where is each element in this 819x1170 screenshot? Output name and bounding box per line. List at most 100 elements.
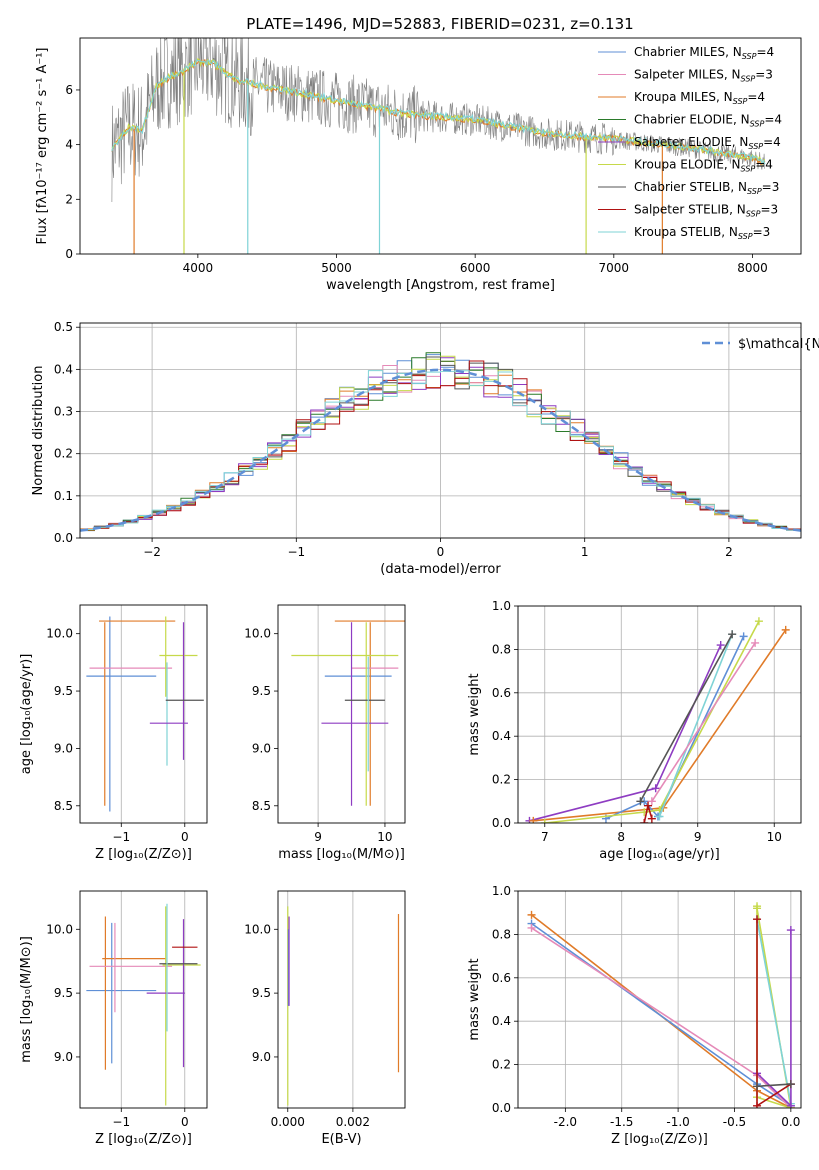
y-tick-label: 0.0	[492, 1101, 511, 1115]
mass-weight-vs-Z-frame	[517, 890, 802, 1109]
mass-vs-Z-plot-area	[86, 891, 201, 1108]
y-tick-label: 0.8	[492, 927, 511, 941]
age-vs-Z-xlabel: Z [log₁₀(Z/Z⊙)]	[95, 847, 192, 862]
legend-entry: Kroupa MILES, NSSP=4	[634, 90, 765, 106]
x-tick-label: 7	[541, 830, 549, 844]
histogram-red	[80, 360, 801, 531]
y-tick-label: 0.8	[492, 642, 511, 656]
mass-weight-vs-age-plot-area	[518, 606, 801, 823]
legend-entry: Salpeter ELODIE, NSSP=4	[634, 135, 781, 151]
residuals-plot-area	[80, 323, 801, 538]
mass-vs-Z-frame	[79, 890, 208, 1109]
series-line-pink	[651, 642, 756, 802]
y-tick-label: 10.0	[46, 627, 73, 641]
y-tick-label: 0.2	[492, 773, 511, 787]
x-tick-label: -1.5	[610, 1115, 633, 1129]
x-tick-label: 6000	[460, 261, 491, 275]
series-marker	[751, 638, 760, 647]
y-tick-label: 9.5	[252, 684, 271, 698]
series-line-orange	[533, 629, 787, 822]
y-tick-label: 1.0	[492, 599, 511, 613]
y-tick-label: 0	[65, 247, 73, 261]
x-tick-label: 9	[694, 830, 702, 844]
series-marker	[716, 641, 725, 650]
x-tick-label: 0.000	[271, 1115, 305, 1129]
x-tick-label: 2	[725, 545, 733, 559]
series-marker	[647, 814, 656, 823]
figure-title: PLATE=1496, MJD=52883, FIBERID=0231, z=0…	[246, 15, 633, 33]
y-tick-label: 10.0	[46, 922, 73, 936]
spectrum-plot-area	[111, 38, 766, 254]
series-marker	[753, 1082, 762, 1091]
legend-entry: Salpeter STELIB, NSSP=3	[634, 203, 778, 219]
x-tick-label: 0.002	[336, 1115, 370, 1129]
y-tick-label: 0.4	[492, 1014, 511, 1028]
y-tick-label: 4	[65, 138, 73, 152]
y-tick-label: 9.0	[54, 741, 73, 755]
mass-weight-vs-age-xlabel: age [log₁₀(age/yr)]	[599, 847, 720, 862]
x-tick-label: -2.0	[554, 1115, 577, 1129]
legend-entry: Kroupa STELIB, NSSP=3	[634, 225, 770, 241]
age-vs-mass-xlabel: mass [log₁₀(M/M⊙)]	[278, 847, 405, 862]
age-vs-Z-plot-area	[86, 605, 204, 823]
series-marker	[540, 819, 549, 823]
y-tick-label: 0.5	[54, 320, 73, 334]
x-tick-label: 0	[181, 830, 189, 844]
x-tick-label: 5000	[321, 261, 352, 275]
x-tick-label: −1	[112, 830, 130, 844]
mass-weight-vs-Z-plot-area	[518, 891, 801, 1108]
y-tick-label: 10.0	[244, 922, 271, 936]
series-marker	[781, 625, 790, 634]
y-tick-label: 9.5	[54, 986, 73, 1000]
legend-entry: Chabrier ELODIE, NSSP=4	[634, 113, 782, 129]
y-tick-label: 0.6	[492, 971, 511, 985]
x-tick-label: 7000	[599, 261, 630, 275]
y-tick-label: 0.3	[54, 405, 73, 419]
series-marker	[728, 630, 737, 639]
y-tick-label: 6	[65, 83, 73, 97]
series-line-lime	[544, 620, 760, 823]
y-tick-label: 1.0	[492, 884, 511, 898]
legend-entry: Chabrier MILES, NSSP=4	[634, 45, 774, 61]
x-tick-label: 10	[377, 830, 392, 844]
y-tick-label: 9.5	[252, 986, 271, 1000]
mass-vs-EBV-frame	[277, 890, 406, 1109]
x-tick-label: 4000	[183, 261, 214, 275]
legend-entry: Kroupa ELODIE, NSSP=4	[634, 158, 773, 174]
y-tick-label: 8.5	[54, 799, 73, 813]
mass-vs-Z-ylabel: mass [log₁₀(M/M⊙)]	[19, 936, 34, 1063]
y-tick-label: 0.1	[54, 489, 73, 503]
x-tick-label: 10	[767, 830, 782, 844]
series-marker	[754, 617, 763, 626]
series-line-blue	[531, 922, 792, 1107]
series-marker	[527, 910, 536, 919]
series-marker	[644, 801, 653, 810]
observed-spectrum	[111, 38, 765, 203]
series-line-gray	[756, 1083, 791, 1088]
series-line-cyan	[658, 633, 733, 817]
age-vs-Z-ylabel: age [log₁₀(age/yr)]	[19, 654, 34, 775]
series-marker	[739, 632, 748, 641]
series-marker	[786, 1101, 795, 1108]
y-tick-label: 8.5	[252, 799, 271, 813]
series-marker	[753, 915, 762, 924]
series-line-orange	[531, 914, 792, 1108]
y-tick-label: 0.4	[54, 362, 73, 376]
mass-weight-vs-Z-xlabel: Z [log₁₀(Z/Z⊙)]	[611, 1132, 708, 1147]
series-marker	[753, 904, 762, 913]
series-marker	[529, 816, 538, 823]
y-tick-label: 9.0	[252, 741, 271, 755]
series-marker	[647, 797, 656, 806]
series-marker	[786, 1080, 795, 1089]
y-tick-label: 0.0	[54, 531, 73, 545]
mass-weight-vs-age-frame	[517, 605, 802, 824]
mass-vs-Z-xlabel: Z [log₁₀(Z/Z⊙)]	[95, 1132, 192, 1147]
y-tick-label: 0.6	[492, 686, 511, 700]
mass-vs-EBV-xlabel: E(B-V)	[321, 1132, 361, 1147]
y-tick-label: 0.0	[492, 816, 511, 830]
y-tick-label: 9.0	[54, 1050, 73, 1064]
spectrum-frame	[79, 37, 802, 255]
y-tick-label: 2	[65, 192, 73, 206]
x-tick-label: −2	[143, 545, 161, 559]
legend-entry: Salpeter MILES, NSSP=3	[634, 68, 773, 84]
